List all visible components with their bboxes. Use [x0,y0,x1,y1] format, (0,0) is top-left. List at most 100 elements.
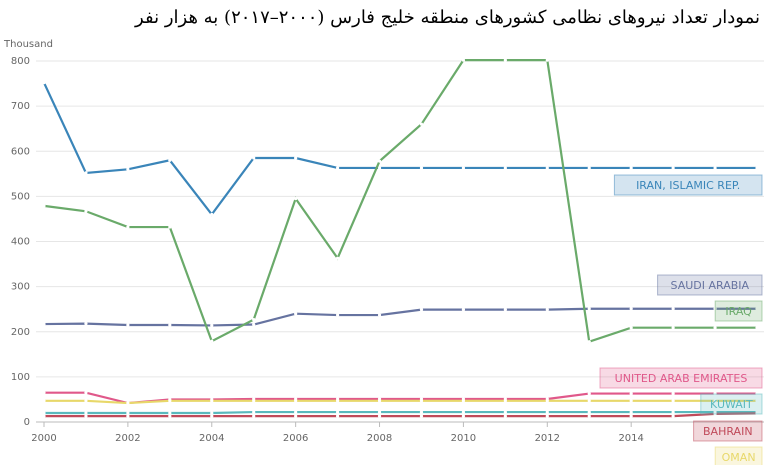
series-label-box [613,174,763,196]
point [294,197,298,201]
point [461,399,466,403]
point [587,340,591,344]
point [755,399,759,403]
point [335,414,340,418]
x-tick-label: 2008 [367,433,392,444]
point [629,326,633,330]
point [84,411,88,415]
point [755,326,759,330]
x-tick-label: 2000 [31,433,56,444]
point [126,414,130,418]
point [629,166,633,170]
point [503,308,507,312]
series-line [44,399,757,405]
y-tick-label: 100 [11,372,30,383]
point [210,414,214,418]
series-label: IRAN, ISLAMIC REP. [636,179,740,192]
point [503,399,507,403]
series-label: SAUDI ARABIA [671,279,750,292]
point [168,411,172,415]
point [545,414,549,418]
point [335,256,340,260]
point [168,399,172,403]
point [168,158,172,162]
point [84,399,88,403]
point [587,414,591,418]
point [168,323,172,327]
point [294,156,298,160]
point [210,212,214,217]
point [294,399,298,403]
point [587,307,591,311]
x-tick-label: 2004 [199,433,224,444]
point [461,308,466,312]
point [84,322,88,326]
point [587,166,591,170]
point [42,411,46,415]
series-label-box [714,446,763,465]
point [126,323,130,327]
point [587,410,591,414]
point [755,307,759,311]
point [419,410,424,414]
series-line [43,307,757,327]
point [503,58,507,62]
y-tick-label: 700 [11,101,30,112]
series-label: UNITED ARAB EMIRATES [615,372,748,385]
point [377,410,382,414]
y-axis-label: Thousand [3,39,53,50]
point [587,399,591,403]
series-line [43,82,757,217]
point [755,166,759,170]
series-line [43,58,757,344]
point [671,399,675,403]
point [126,401,130,405]
point [629,414,633,418]
point [545,399,549,403]
point [42,322,46,326]
point [335,313,340,317]
point [252,322,256,327]
point [335,399,340,403]
point [671,307,675,311]
series-line [44,412,758,418]
series-line [44,410,757,415]
point [419,399,424,403]
y-tick-label: 800 [11,56,30,67]
point [252,414,256,418]
point [629,410,633,414]
point [210,339,214,343]
x-tick-label: 2010 [451,433,476,444]
point [377,414,382,418]
point [84,209,88,213]
point [252,399,256,403]
point [84,414,88,418]
point [671,391,675,396]
chart-title: نمودار تعداد نیروهای نظامی کشورهای منطقه… [134,7,760,28]
point [461,58,466,62]
point [461,166,466,170]
point [210,323,214,328]
point [42,414,46,418]
point [671,410,675,414]
point [503,410,507,414]
point [503,166,507,170]
point [419,414,424,418]
x-tick-label: 2012 [535,433,560,444]
series-label-box [599,367,763,389]
series-line [44,391,757,405]
point [377,399,382,403]
point [713,326,717,330]
point [294,312,298,316]
series-label: IRAQ [725,305,752,318]
point [377,159,382,163]
point [713,399,717,403]
point [545,308,549,312]
point [671,326,675,330]
series-label-box [693,420,763,442]
point [461,414,466,418]
y-tick-label: 300 [11,282,30,293]
point [545,410,549,414]
point [210,399,214,403]
point [335,166,340,170]
